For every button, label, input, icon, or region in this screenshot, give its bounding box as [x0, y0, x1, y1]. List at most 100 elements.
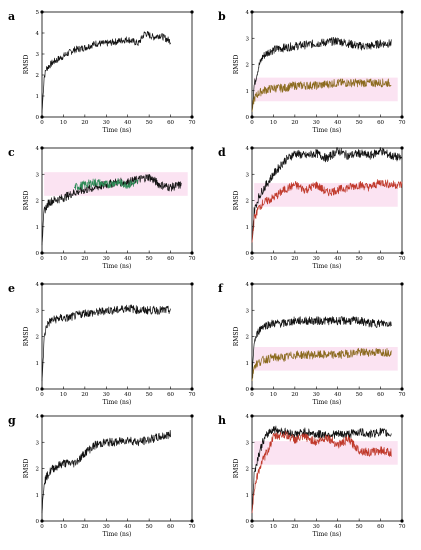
- y-tick-label: 4: [36, 414, 40, 420]
- x-tick-label: 50: [356, 392, 363, 398]
- y-tick-label: 3: [246, 440, 250, 446]
- plot-frame: [41, 283, 193, 390]
- x-tick-label: 70: [399, 392, 406, 398]
- x-axis-label: Time (ns): [103, 531, 132, 538]
- x-tick-label: 10: [270, 392, 277, 398]
- x-tick-label: 0: [40, 120, 44, 126]
- y-tick-label: 2: [246, 63, 250, 69]
- x-tick-label: 50: [146, 120, 153, 126]
- x-tick-label: 70: [399, 120, 406, 126]
- y-tick-label: 2: [36, 73, 40, 79]
- plot-frame: [251, 283, 403, 390]
- y-tick-label: 0: [36, 519, 40, 525]
- series-line-1: [41, 31, 171, 113]
- panel-label: e: [8, 282, 15, 295]
- panel-f: f 0 10 20 30 40 50 60 70 0 1 2 3 4 Time (ns) RMSD: [218, 282, 406, 406]
- y-tick-label: 0: [246, 251, 250, 257]
- panel-label: f: [218, 282, 224, 295]
- y-tick-label: 1: [246, 361, 250, 367]
- series-line-1: [251, 425, 392, 514]
- x-tick-label: 30: [103, 256, 110, 262]
- x-tick-label: 70: [189, 256, 196, 262]
- x-tick-label: 50: [146, 524, 153, 530]
- y-tick-label: 3: [36, 172, 40, 178]
- corner-dot: [190, 146, 194, 150]
- series-line-1: [251, 36, 392, 112]
- x-tick-label: 70: [399, 256, 406, 262]
- corner-dot: [190, 282, 194, 286]
- x-tick-label: 60: [377, 392, 384, 398]
- x-tick-label: 50: [146, 392, 153, 398]
- x-tick-label: 50: [356, 256, 363, 262]
- panel-g: g 0 10 20 30 40 50 60 70 0 1 2 3 4 Time (ns) RMSD: [8, 414, 196, 538]
- panel-label: g: [8, 414, 16, 427]
- x-tick-label: 60: [167, 524, 174, 530]
- x-tick-label: 70: [189, 524, 196, 530]
- panel-h: h 0 10 20 30 40 50 60 70 0 1 2 3 4 Time (ns) RMSD: [218, 414, 406, 538]
- series-line-1: [41, 174, 182, 246]
- panel-c: c 0 10 20 30 40 50 60 70 0 1 2 3 4 Time (ns) RMSD: [8, 146, 196, 270]
- y-tick-label: 2: [246, 335, 250, 341]
- panel-e: e 0 10 20 30 40 50 60 70 0 1 2 3 4 Time (ns) RMSD: [8, 282, 196, 406]
- y-tick-label: 3: [36, 52, 40, 58]
- series-line-2: [251, 78, 392, 112]
- x-tick-label: 50: [356, 120, 363, 126]
- x-tick-label: 30: [103, 120, 110, 126]
- plot-frame: [41, 11, 193, 118]
- panel-label: d: [218, 146, 226, 159]
- y-tick-label: 2: [246, 199, 250, 205]
- y-tick-label: 4: [246, 282, 250, 288]
- series-line-1: [251, 316, 392, 382]
- series-line-2: [251, 430, 392, 514]
- x-tick-label: 10: [60, 392, 67, 398]
- y-tick-label: 4: [246, 414, 250, 420]
- x-tick-label: 60: [377, 524, 384, 530]
- y-tick-label: 4: [246, 146, 250, 152]
- plot-frame: [41, 415, 193, 522]
- series-line-1: [251, 146, 403, 243]
- x-tick-label: 30: [313, 524, 320, 530]
- corner-dot: [400, 10, 404, 14]
- y-tick-label: 1: [246, 225, 250, 231]
- x-tick-label: 40: [334, 120, 341, 126]
- x-tick-label: 40: [334, 392, 341, 398]
- y-tick-label: 5: [36, 10, 40, 16]
- x-tick-label: 0: [250, 120, 254, 126]
- x-tick-label: 70: [189, 392, 196, 398]
- x-tick-label: 10: [270, 524, 277, 530]
- x-tick-label: 30: [313, 256, 320, 262]
- corner-dot: [190, 10, 194, 14]
- y-tick-label: 2: [36, 335, 40, 341]
- x-axis-label: Time (ns): [103, 399, 132, 406]
- y-tick-label: 4: [36, 282, 40, 288]
- y-axis-label: RMSD: [233, 459, 240, 479]
- panel-b: b 0 10 20 30 40 50 60 70 0 1 2 3 4 Time (ns) RMSD: [218, 10, 406, 134]
- series-line-1: [41, 304, 171, 382]
- x-tick-label: 50: [356, 524, 363, 530]
- y-tick-label: 1: [36, 225, 40, 231]
- y-tick-label: 2: [246, 467, 250, 473]
- x-tick-label: 20: [81, 524, 88, 530]
- y-axis-label: RMSD: [233, 55, 240, 75]
- y-tick-label: 4: [246, 10, 250, 16]
- corner-dot: [400, 414, 404, 418]
- x-tick-label: 10: [60, 120, 67, 126]
- x-axis-label: Time (ns): [103, 127, 132, 134]
- x-tick-label: 60: [377, 256, 384, 262]
- y-tick-label: 0: [36, 251, 40, 257]
- x-tick-label: 10: [270, 120, 277, 126]
- x-axis-label: Time (ns): [313, 127, 342, 134]
- x-tick-label: 20: [291, 256, 298, 262]
- series-line-2: [251, 179, 403, 243]
- y-tick-label: 0: [246, 519, 250, 525]
- y-axis-label: RMSD: [23, 459, 30, 479]
- x-tick-label: 0: [250, 524, 254, 530]
- y-axis-label: RMSD: [23, 191, 30, 211]
- x-tick-label: 30: [103, 392, 110, 398]
- y-tick-label: 1: [36, 94, 40, 100]
- y-axis-label: RMSD: [23, 327, 30, 347]
- x-tick-label: 10: [60, 524, 67, 530]
- x-tick-label: 20: [291, 120, 298, 126]
- y-tick-label: 4: [36, 31, 40, 37]
- x-tick-label: 60: [377, 120, 384, 126]
